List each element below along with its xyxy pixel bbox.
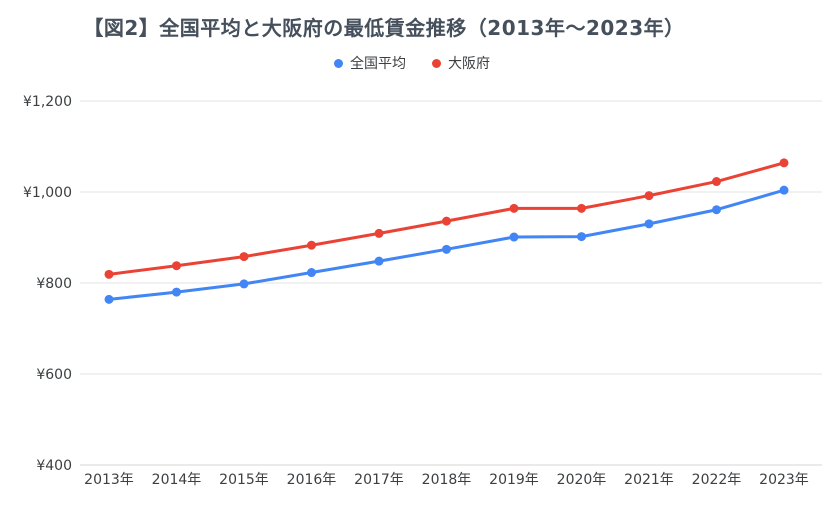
chart-legend: 全国平均 大阪府 — [0, 53, 824, 73]
point-osaka-2023 — [779, 158, 789, 168]
point-osaka-2016 — [307, 240, 316, 250]
x-tick-label-2016: 2016年 — [287, 472, 337, 488]
chart-title: 【図2】全国平均と大阪府の最低賃金推移（2013年〜2023年） — [83, 16, 685, 40]
point-national-average-2014 — [172, 287, 181, 297]
y-tick-label-600: ¥600 — [36, 367, 72, 383]
point-national-average-2016 — [307, 268, 316, 278]
point-osaka-2018 — [442, 216, 451, 226]
x-tick-label-2017: 2017年 — [354, 472, 404, 488]
point-osaka-2017 — [374, 228, 384, 238]
point-national-average-2015 — [239, 279, 249, 289]
point-osaka-2015 — [239, 252, 249, 262]
x-tick-label-2020: 2020年 — [557, 472, 607, 488]
point-osaka-2021 — [644, 191, 654, 201]
x-tick-label-2013: 2013年 — [84, 472, 134, 488]
point-osaka-2020 — [577, 203, 586, 213]
y-tick-label-800: ¥800 — [36, 276, 72, 292]
point-national-average-2017 — [374, 256, 384, 266]
legend-dot-osaka — [432, 58, 441, 68]
point-osaka-2022 — [712, 177, 721, 187]
legend-label-national-average: 全国平均 — [350, 56, 406, 72]
x-tick-label-2015: 2015年 — [219, 472, 269, 488]
point-national-average-2021 — [644, 219, 654, 229]
point-national-average-2022 — [712, 205, 721, 215]
legend-item-national-average: 全国平均 — [334, 53, 406, 73]
legend-label-osaka: 大阪府 — [448, 56, 490, 72]
y-tick-label-1200: ¥1,200 — [23, 94, 72, 110]
point-national-average-2019 — [509, 232, 519, 242]
x-tick-label-2023: 2023年 — [759, 472, 809, 488]
point-national-average-2020 — [577, 232, 586, 242]
x-tick-label-2018: 2018年 — [422, 472, 472, 488]
y-tick-label-1000: ¥1,000 — [23, 185, 72, 201]
legend-dot-national-average — [334, 58, 343, 68]
point-osaka-2013 — [104, 269, 114, 279]
x-tick-label-2022: 2022年 — [692, 472, 742, 488]
x-tick-label-2014: 2014年 — [152, 472, 202, 488]
point-osaka-2014 — [172, 261, 181, 271]
point-national-average-2018 — [442, 244, 451, 254]
point-osaka-2019 — [509, 203, 519, 213]
x-tick-label-2021: 2021年 — [624, 472, 674, 488]
legend-item-osaka: 大阪府 — [432, 53, 490, 73]
point-national-average-2013 — [104, 294, 114, 304]
x-tick-label-2019: 2019年 — [489, 472, 539, 488]
point-national-average-2023 — [779, 185, 789, 195]
y-tick-label-400: ¥400 — [36, 458, 72, 474]
